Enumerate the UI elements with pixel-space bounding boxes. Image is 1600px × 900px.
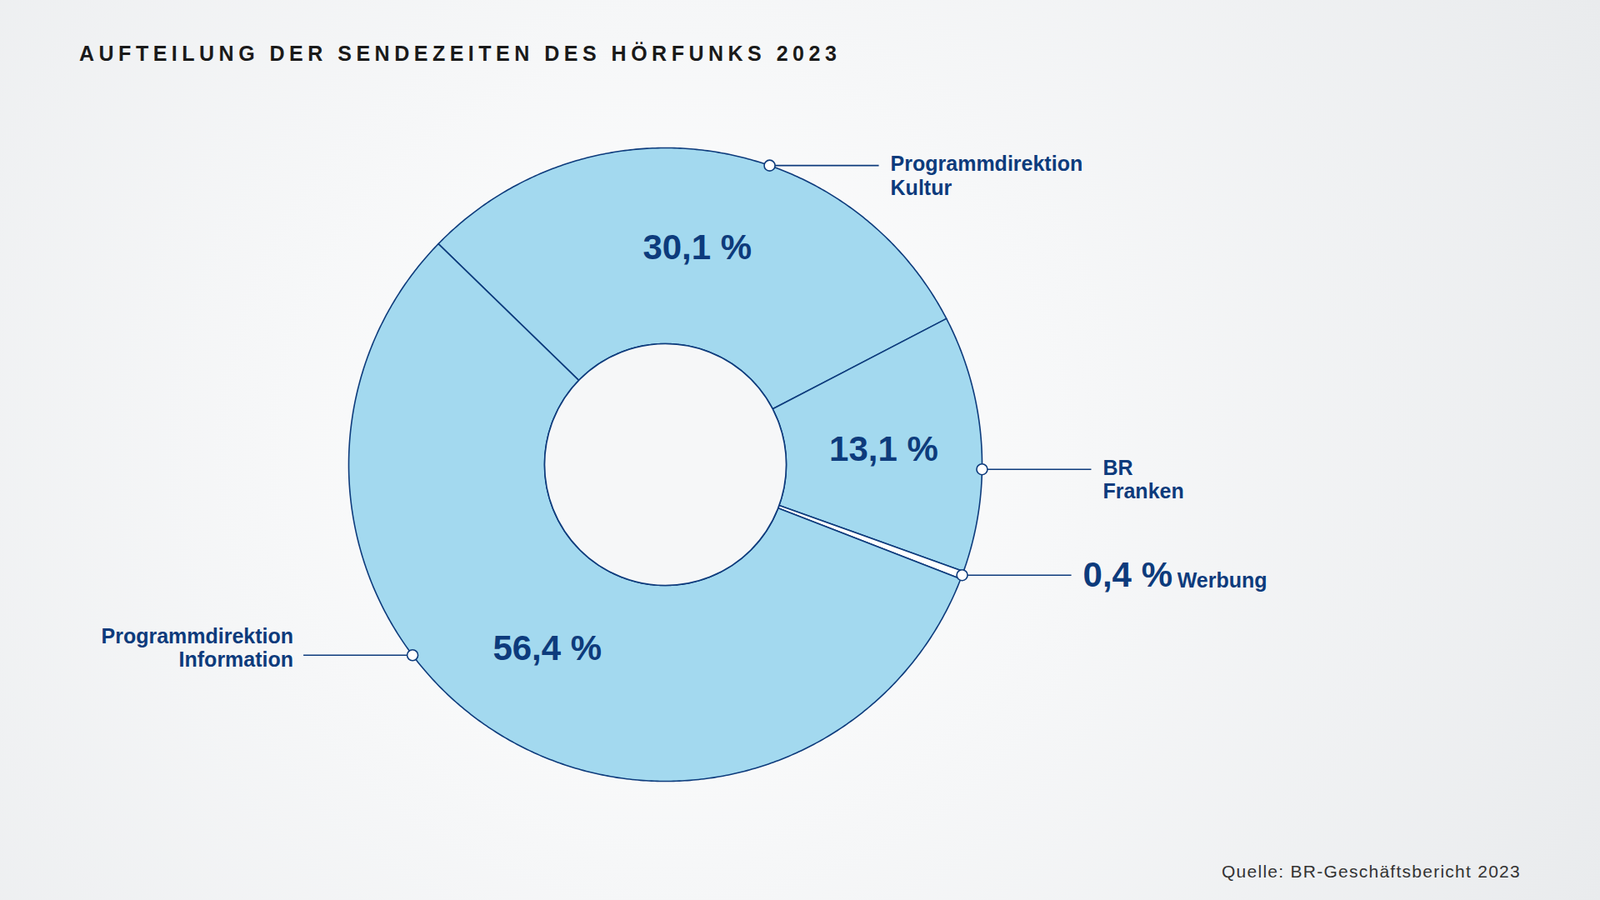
html-text:AUFTEILUNG DER SENDEZEITEN DES: AUFTEILUNG DER SENDEZEITEN DES HÖRFUNKS … (79, 41, 842, 65)
html-text:Quelle: BR-Geschäftsbericht 20: Quelle: BR-Geschäftsbericht 2023 (1221, 861, 1521, 881)
svg-text:30,1 %: 30,1 % (642, 227, 752, 267)
svg-text:BRFranken: BRFranken (1102, 455, 1184, 504)
svg-text:Werbung: Werbung (1177, 568, 1268, 592)
svg-text:56,4 %: 56,4 % (492, 628, 602, 668)
svg-text:0,4 %: 0,4 % (1083, 555, 1173, 595)
svg-text:ProgrammdirektionKultur: ProgrammdirektionKultur (890, 151, 1084, 200)
svg-text:13,1 %: 13,1 % (829, 429, 939, 469)
svg-text:ProgrammdirektionInformation: ProgrammdirektionInformation (100, 624, 294, 672)
